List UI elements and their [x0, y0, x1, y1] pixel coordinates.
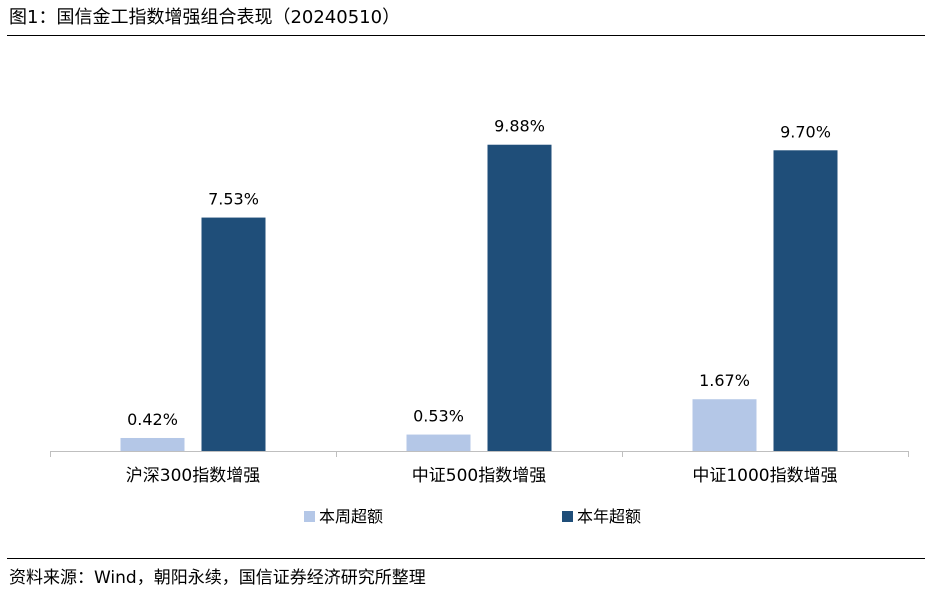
legend-label: 本周超额: [319, 507, 383, 526]
category-label: 中证500指数增强: [412, 466, 546, 486]
source-note: 资料来源：Wind，朝阳永续，国信证券经济研究所整理: [9, 568, 426, 588]
source-divider: [7, 558, 925, 559]
data-label: 0.53%: [413, 407, 464, 426]
figure-title: 图1：国信金工指数增强组合表现（20240510）: [9, 7, 401, 28]
data-label: 0.42%: [127, 410, 178, 429]
bar-ytd-3: [773, 150, 838, 452]
legend-label: 本年超额: [577, 507, 641, 526]
title-divider: [7, 35, 925, 36]
data-label: 7.53%: [208, 190, 259, 209]
category-labels-group: 沪深300指数增强 中证500指数增强 中证1000指数增强: [126, 466, 838, 486]
bar-weekly-2: [406, 434, 471, 451]
data-label: 9.70%: [780, 122, 831, 141]
bar-weekly-1: [120, 437, 185, 451]
bar-ytd-2: [487, 144, 552, 451]
data-label: 9.88%: [494, 117, 545, 136]
data-labels-group: 0.42% 7.53% 0.53% 9.88% 1.67% 9.70%: [127, 117, 831, 429]
bar-weekly-3: [692, 399, 757, 451]
bar-ytd-1: [201, 217, 266, 451]
category-label: 沪深300指数增强: [126, 466, 260, 486]
legend-swatch: [562, 511, 573, 522]
legend: 本周超额 本年超额: [304, 507, 641, 526]
legend-swatch: [304, 511, 315, 522]
bars-group: [120, 144, 838, 452]
category-label: 中证1000指数增强: [692, 466, 837, 486]
data-label: 1.67%: [699, 371, 750, 390]
x-axis-ticks: [50, 451, 909, 457]
